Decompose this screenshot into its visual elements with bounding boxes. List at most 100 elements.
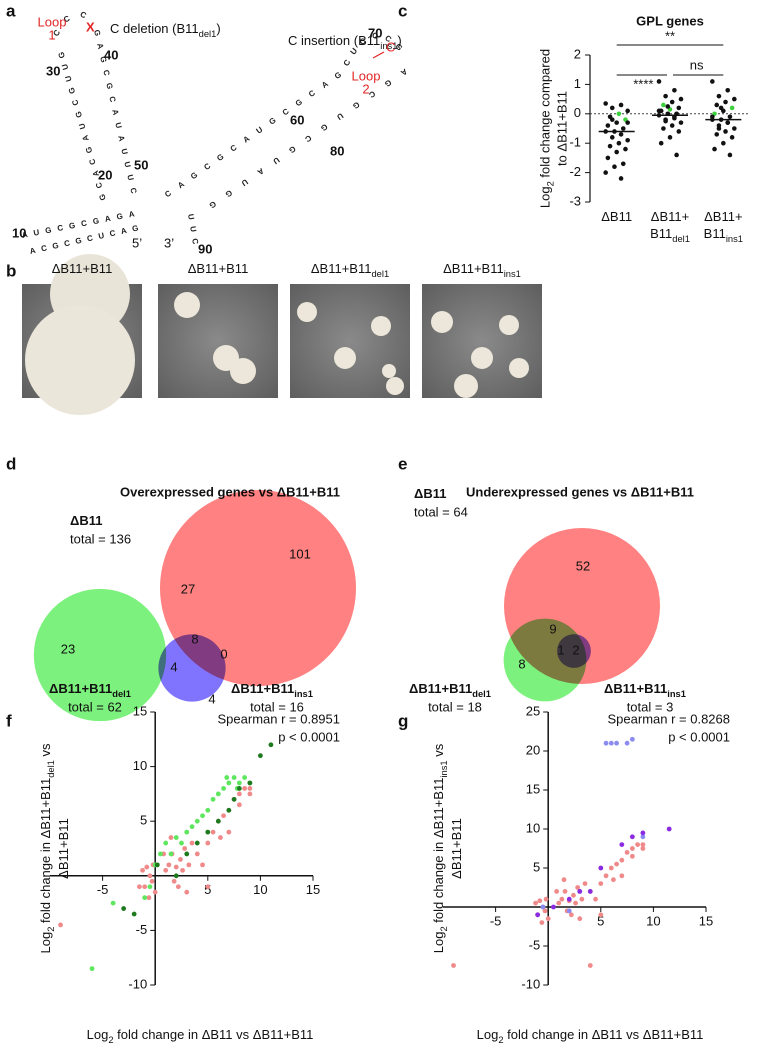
region-count: 23 bbox=[61, 641, 75, 656]
data-point bbox=[619, 873, 625, 879]
rna-segment: AGCGUGCGUAUGG bbox=[196, 67, 395, 218]
data-point bbox=[551, 904, 556, 910]
colony bbox=[509, 358, 529, 378]
x-axis-label-part: 2 bbox=[498, 1035, 503, 1045]
significance-label: ** bbox=[665, 28, 675, 43]
data-point bbox=[629, 736, 635, 742]
colony bbox=[334, 347, 356, 369]
x-tick-label: ΔB11+ B11ins1 bbox=[704, 209, 743, 244]
x-tick-label: 5 bbox=[204, 882, 211, 897]
venn-circle bbox=[158, 634, 226, 702]
region-count: 52 bbox=[576, 558, 590, 573]
colony bbox=[454, 374, 478, 398]
data-point bbox=[131, 911, 137, 917]
y-tick-label: 0 bbox=[574, 105, 581, 120]
x-tick-label-part: B11 bbox=[704, 226, 726, 241]
loop-label-part: 2 bbox=[362, 82, 369, 97]
data-point bbox=[562, 889, 568, 894]
region-count: 2 bbox=[572, 642, 579, 657]
position-number: 30 bbox=[46, 63, 60, 78]
position-number: 60 bbox=[290, 112, 304, 127]
x-tick-label: 10 bbox=[253, 882, 267, 897]
significance-label: ns bbox=[690, 57, 704, 72]
data-point bbox=[573, 900, 578, 906]
data-point bbox=[556, 900, 562, 906]
colony bbox=[382, 364, 396, 378]
y-axis-label-part: vs bbox=[38, 743, 53, 760]
data-point bbox=[154, 862, 160, 868]
data-point bbox=[210, 796, 216, 802]
data-point bbox=[678, 120, 684, 125]
panel-label: e bbox=[398, 454, 407, 473]
set-label-part: del1 bbox=[472, 689, 491, 699]
y-tick-label: 1 bbox=[574, 76, 581, 91]
loop-label: Loop 1 bbox=[38, 15, 67, 43]
data-point bbox=[582, 881, 588, 886]
data-point bbox=[210, 829, 216, 835]
x-axis-label-part: fold change in ΔB11 vs ΔB11+B11 bbox=[504, 1027, 704, 1042]
data-point bbox=[184, 829, 190, 835]
data-point bbox=[144, 864, 150, 870]
y-tick-label: 25 bbox=[526, 703, 540, 718]
y-axis-label-part: 2 bbox=[46, 927, 56, 932]
data-point bbox=[163, 867, 169, 873]
data-point bbox=[725, 87, 731, 93]
data-point bbox=[171, 878, 177, 884]
data-point bbox=[540, 904, 546, 910]
x-axis-label-part: fold change in ΔB11 vs ΔB11+B11 bbox=[114, 1027, 314, 1042]
data-point bbox=[168, 851, 174, 857]
data-point bbox=[533, 900, 538, 906]
data-point bbox=[618, 102, 624, 108]
y-axis-label-part: Log bbox=[38, 932, 53, 954]
y-axis-label: Log2 fold change compared to ΔB11+B11 bbox=[538, 49, 570, 208]
colony bbox=[230, 358, 256, 384]
set-label-part: ΔB11+B11 bbox=[231, 681, 294, 696]
data-point bbox=[89, 966, 95, 972]
data-point bbox=[619, 842, 625, 847]
data-point bbox=[640, 846, 646, 851]
data-point bbox=[110, 900, 116, 906]
data-point bbox=[603, 170, 608, 175]
data-point bbox=[640, 842, 646, 847]
region-count: 8 bbox=[518, 656, 525, 671]
image-caption-part: ins1 bbox=[504, 269, 521, 279]
y-axis-label-part: 2 bbox=[439, 926, 449, 931]
data-point bbox=[184, 851, 190, 857]
chart-title: Underexpressed genes vs ΔB11+B11 bbox=[466, 484, 694, 499]
data-point bbox=[535, 912, 541, 918]
data-point bbox=[614, 861, 619, 867]
data-point bbox=[729, 135, 735, 140]
panel-label: a bbox=[6, 1, 16, 20]
loop-label: Loop 2 bbox=[352, 69, 381, 97]
data-point bbox=[242, 775, 248, 780]
data-point bbox=[603, 101, 608, 106]
image-caption-part: ΔB11+B11 bbox=[188, 261, 249, 276]
data-point bbox=[672, 115, 677, 121]
insertion-label-part: ins1 bbox=[380, 41, 397, 51]
y-tick-label: 10 bbox=[526, 820, 540, 835]
data-point bbox=[236, 802, 242, 808]
set-label: ΔB11+B11ins1 bbox=[604, 681, 686, 699]
x-tick-label: 15 bbox=[306, 882, 320, 897]
data-point bbox=[545, 916, 551, 922]
y-axis-label-part: 2 bbox=[546, 181, 556, 186]
data-point bbox=[663, 118, 668, 124]
rna-segment: UUC bbox=[186, 213, 194, 251]
data-point bbox=[611, 877, 616, 883]
data-point bbox=[667, 135, 673, 140]
image-caption: ΔB11+B11 bbox=[52, 261, 113, 276]
region-count: 27 bbox=[181, 581, 195, 596]
set-label-part: ΔB11+B11 bbox=[49, 681, 112, 696]
position-number: 40 bbox=[104, 47, 118, 62]
colony bbox=[471, 347, 493, 369]
y-tick-label: -5 bbox=[529, 937, 541, 952]
data-point bbox=[184, 889, 190, 895]
deletion-mark: X bbox=[86, 19, 95, 34]
data-point bbox=[231, 796, 237, 802]
data-point bbox=[661, 126, 666, 131]
y-tick-label: 15 bbox=[133, 703, 147, 718]
x-tick-label: ΔB11+ B11del1 bbox=[650, 209, 690, 244]
data-point bbox=[166, 862, 172, 868]
venn-circle bbox=[160, 490, 356, 686]
insertion-label: C insertion (B11ins1) bbox=[288, 33, 402, 51]
